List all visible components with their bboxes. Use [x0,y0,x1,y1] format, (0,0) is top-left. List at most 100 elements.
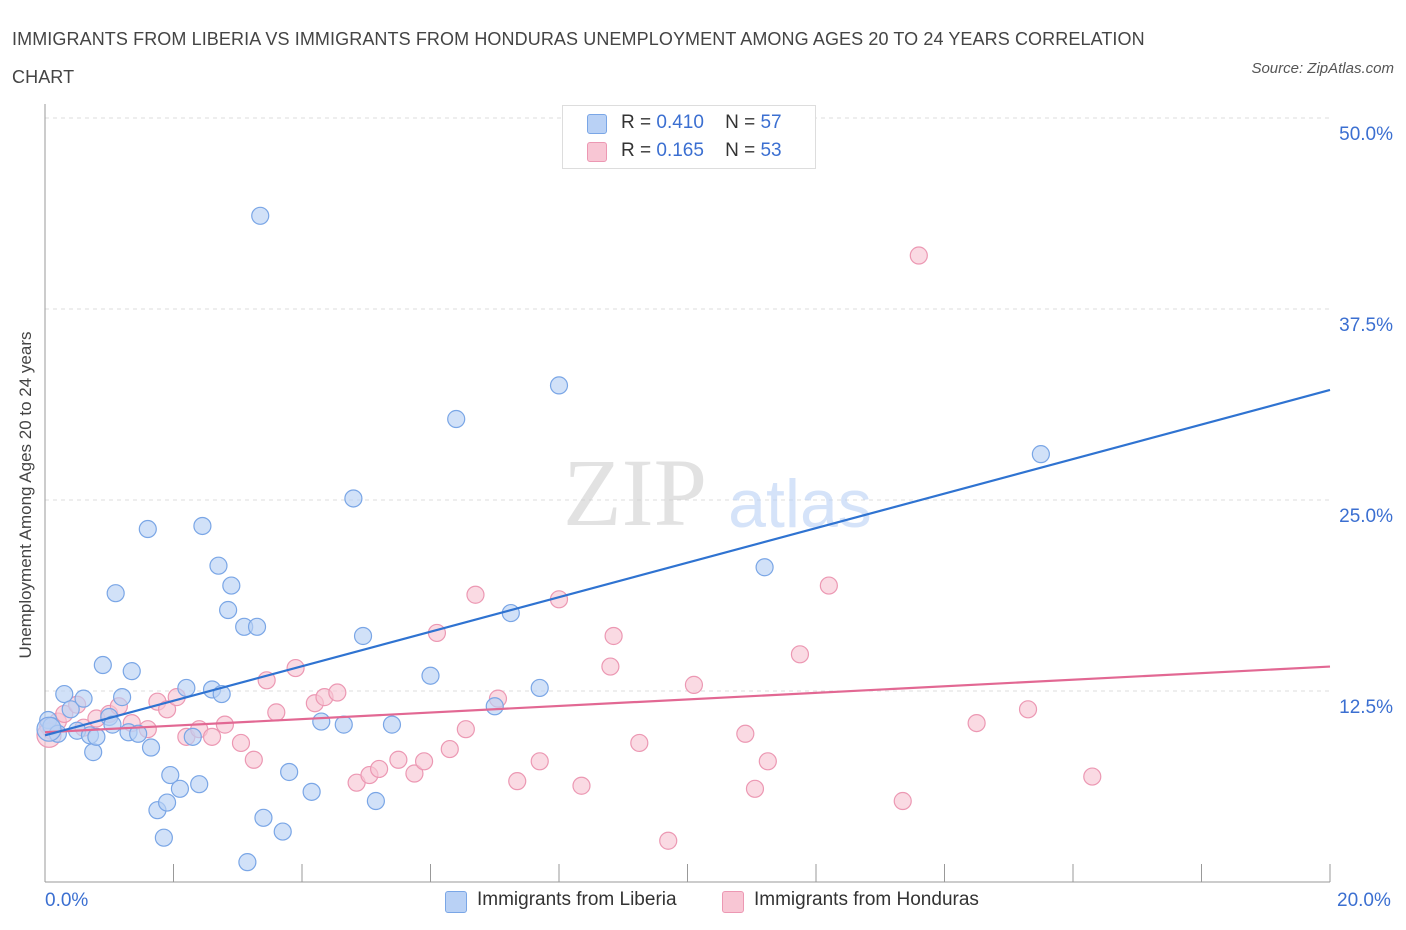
liberia-point [549,376,569,395]
watermark-atlas: atlas [728,466,872,542]
y-tick-labels: 12.5% 25.0% 37.5% 50.0% [1339,124,1393,718]
chart-title: IMMIGRANTS FROM LIBERIA VS IMMIGRANTS FR… [12,29,1145,87]
watermark: ZIP atlas [563,439,872,546]
honduras-point [231,733,251,753]
legend-n-label: N = [725,112,756,133]
legend-r-label: R = [621,140,652,161]
legend-r-value: 0.165 [656,140,704,161]
liberia-point [190,775,209,794]
honduras-point [328,683,347,702]
liberia-point [154,828,173,847]
liberia-point [353,626,373,646]
liberia-point [312,712,331,731]
liberia-point [334,715,353,734]
liberia-point [209,556,228,575]
liberia-point [87,727,106,746]
liberia-point [344,489,363,508]
y-tick-label: 50.0% [1339,124,1393,145]
liberia-point [247,617,267,636]
honduras-point [440,739,459,759]
liberia-point [254,808,273,827]
legend-n-value: 53 [760,140,782,161]
liberia-point [193,516,212,536]
honduras-point [456,720,475,739]
honduras-points [36,246,1102,850]
liberia-point [219,600,238,620]
honduras-point [157,700,177,719]
series-label-liberia: Immigrants from Liberia [477,889,677,910]
liberia-point [93,655,112,675]
liberia-point [157,793,177,812]
liberia-trend-line [44,388,1331,737]
liberia-point [447,409,466,429]
liberia-point [501,603,520,623]
honduras-point [202,727,222,746]
honduras-point [1083,767,1102,786]
honduras-point [427,623,447,643]
honduras-point [244,750,263,769]
honduras-point [758,752,777,771]
axes [44,104,1331,883]
legend-swatch-liberia [587,114,607,134]
liberia-point [530,678,549,698]
liberia-point [36,716,62,742]
y-tick-label: 37.5% [1339,315,1393,336]
liberia-point [138,519,157,539]
y-axis-label: Unemployment Among Ages 20 to 24 years [16,331,35,659]
series-legend: Immigrants from Liberia Immigrants from … [0,888,1406,916]
liberia-point [84,743,103,762]
liberia-point [1031,445,1050,464]
liberia-point [129,724,148,743]
series-swatch-honduras [722,891,744,913]
honduras-point [967,713,986,733]
honduras-point [389,750,408,769]
liberia-point [485,697,504,716]
liberia-point [280,762,299,782]
honduras-point [572,776,591,795]
liberia-point [183,727,202,746]
watermark-zip: ZIP [563,439,707,546]
honduras-point [909,246,928,265]
series-label-honduras: Immigrants from Honduras [754,889,979,910]
liberia-point [366,791,385,811]
honduras-point [215,715,234,734]
y-tick-label: 12.5% [1339,697,1393,718]
trend-lines [44,388,1331,737]
liberia-point [106,584,125,603]
legend-n-value: 57 [760,112,782,133]
grid-lines [45,117,1330,692]
correlation-legend: R = 0.410 N = 57 R = 0.165 N = 53 [562,105,816,169]
honduras-point [601,657,620,676]
liberia-point [161,765,180,785]
honduras-point [684,675,704,694]
honduras-point [819,576,838,595]
liberia-point [74,689,93,708]
liberia-point [141,738,161,757]
honduras-point [745,779,765,798]
honduras-point [414,752,434,771]
honduras-point [466,585,485,604]
liberia-point [177,678,196,698]
honduras-trend-line [44,665,1331,734]
honduras-point [530,752,549,771]
liberia-point [170,779,190,798]
liberia-point [112,688,132,707]
liberia-point [238,853,257,872]
honduras-point [370,759,389,779]
honduras-point [405,764,424,783]
honduras-point [267,703,286,722]
honduras-point [630,733,649,753]
liberia-point [273,822,292,841]
honduras-point [659,831,678,850]
legend-r-value: 0.410 [656,112,704,133]
legend-n-label: N = [725,140,756,161]
x-tick-label-min: 0.0% [45,890,89,911]
liberia-point [421,666,440,685]
x-tick-label-max: 20.0% [1337,890,1391,911]
liberia-points [36,206,1050,872]
honduras-point [508,772,527,791]
honduras-point [893,791,912,811]
honduras-point [736,724,755,743]
liberia-point [55,684,74,704]
